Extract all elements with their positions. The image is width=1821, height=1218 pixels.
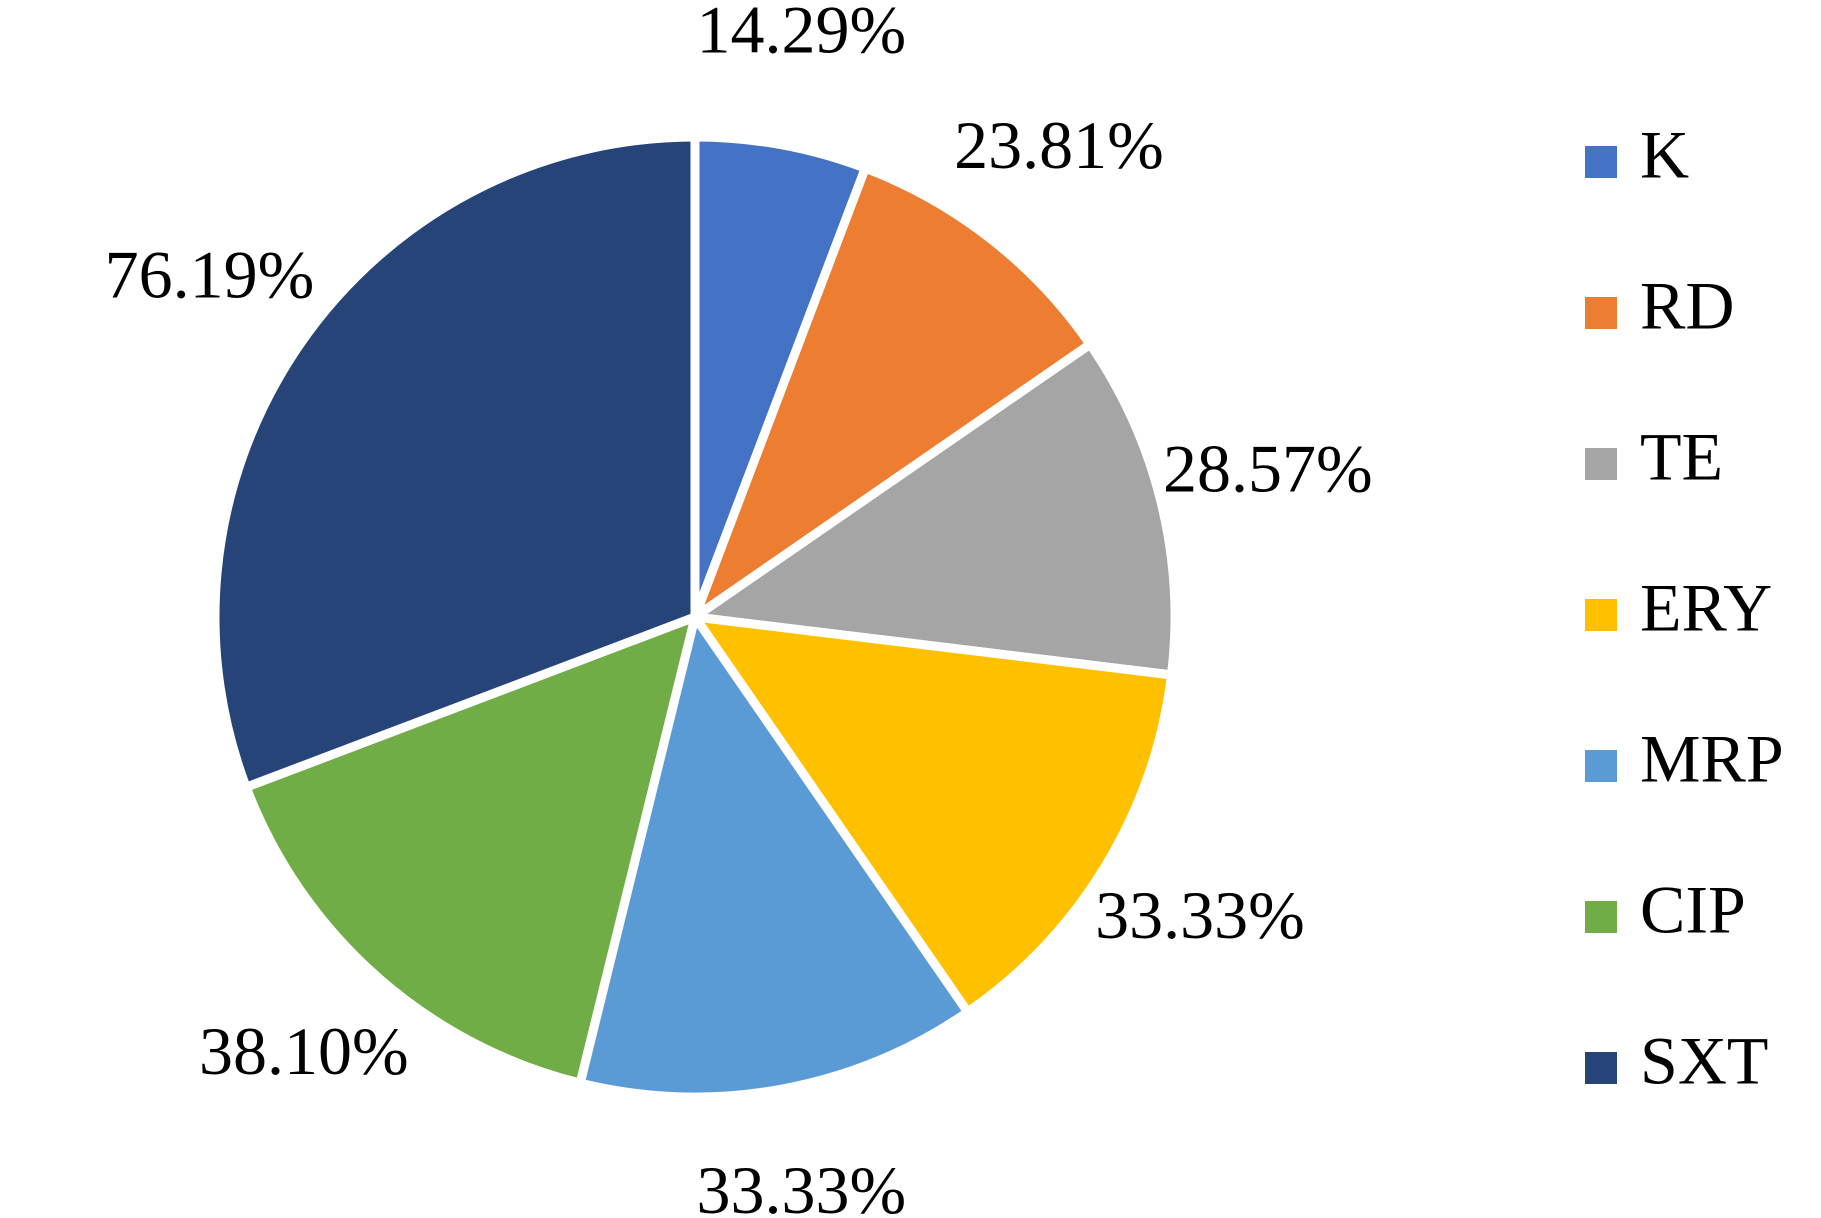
data-label-mrp: 33.33%	[697, 1152, 907, 1218]
legend-swatch-k	[1585, 146, 1617, 178]
pie-slices	[210, 132, 1180, 1102]
data-label-rd: 23.81%	[954, 107, 1164, 183]
legend-swatch-mrp	[1585, 750, 1617, 782]
legend-label-k: K	[1640, 117, 1689, 193]
slice-mrp	[575, 612, 973, 1102]
slice-ery	[690, 612, 1176, 1017]
legend: K RD TE ERY MRP CIP SXT	[1585, 117, 1784, 1099]
data-labels: 14.29% 23.81% 28.57% 33.33% 33.33% 38.10% 76.1…	[105, 0, 1373, 1218]
legend-swatch-rd	[1585, 297, 1617, 329]
legend-swatch-cip	[1585, 901, 1617, 933]
legend-swatch-ery	[1585, 599, 1617, 631]
legend-label-rd: RD	[1640, 268, 1734, 344]
legend-label-sxt: SXT	[1640, 1023, 1768, 1099]
slice-te	[690, 339, 1180, 680]
data-label-ery: 33.33%	[1095, 877, 1305, 953]
slice-rd	[690, 163, 1095, 622]
slice-cip	[241, 612, 700, 1088]
legend-label-cip: CIP	[1640, 872, 1746, 948]
data-label-sxt: 76.19%	[105, 236, 315, 312]
legend-label-mrp: MRP	[1640, 721, 1784, 797]
data-label-te: 28.57%	[1163, 430, 1373, 506]
legend-label-te: TE	[1640, 419, 1723, 495]
legend-swatch-te	[1585, 448, 1617, 480]
legend-swatch-sxt	[1585, 1052, 1617, 1084]
data-label-k: 14.29%	[697, 0, 907, 67]
slice-sxt	[210, 132, 700, 792]
legend-label-ery: ERY	[1640, 570, 1772, 646]
data-label-cip: 38.10%	[199, 1013, 409, 1089]
